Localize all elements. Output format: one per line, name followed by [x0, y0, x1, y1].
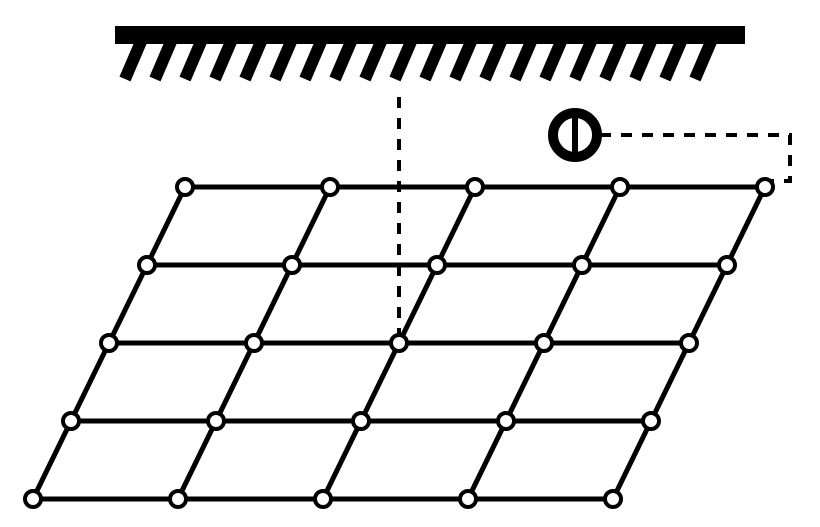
grid-node — [681, 335, 697, 351]
grid-node — [353, 413, 369, 429]
grid-node — [139, 257, 155, 273]
grid-node — [322, 179, 338, 195]
grid-node — [208, 413, 224, 429]
grid-node — [460, 491, 476, 507]
grid-node — [315, 491, 331, 507]
grid-node — [284, 257, 300, 273]
grid-node — [429, 257, 445, 273]
grid-node — [177, 179, 193, 195]
grid-node — [63, 413, 79, 429]
grid-node — [757, 179, 773, 195]
grid-node — [467, 179, 483, 195]
fixed-support — [115, 35, 745, 79]
grid-node — [498, 413, 514, 429]
grid-node — [246, 335, 262, 351]
grid-node — [612, 179, 628, 195]
grid-node — [719, 257, 735, 273]
grid-node — [25, 491, 41, 507]
grid-node — [605, 491, 621, 507]
grid-node — [536, 335, 552, 351]
pulley-icon — [553, 113, 597, 157]
grid-node — [391, 335, 407, 351]
grid-node — [574, 257, 590, 273]
structural-diagram — [0, 0, 820, 527]
grid-node — [170, 491, 186, 507]
grid-node — [643, 413, 659, 429]
grid-node — [101, 335, 117, 351]
